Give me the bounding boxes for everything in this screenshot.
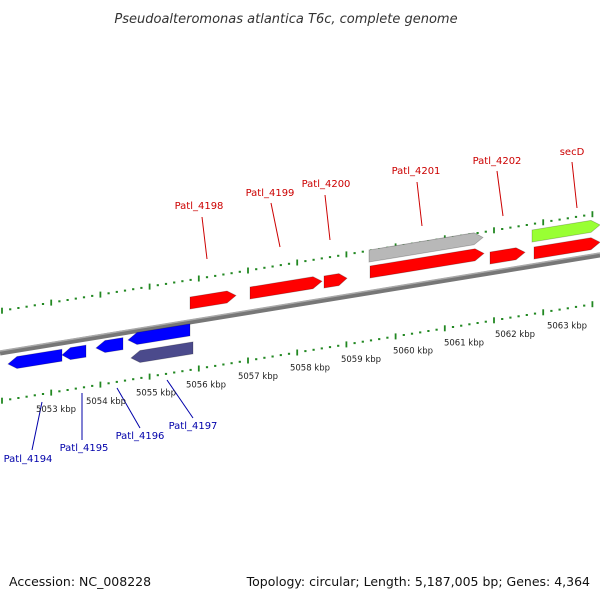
reverse-feature-patl-4197 [130,341,194,363]
forward-leader-line [571,161,578,209]
forward-gene-label: Patl_4199 [246,188,295,199]
reverse-gene-label: Patl_4194 [4,454,53,465]
scale-kbp-label: 5059 kbp [341,355,381,365]
forward-gene-patl-4199 [249,276,323,300]
genome-backbone-highlight [0,252,600,352]
reverse-gene-label: Patl_4195 [60,443,109,454]
reverse-gene-patl-4195 [61,344,87,361]
forward-leader-line [324,194,331,241]
scale-kbp-label: 5060 kbp [393,347,433,357]
reverse-gene-patl-4197 [127,323,191,345]
scale-kbp-label: 5058 kbp [290,364,330,374]
gene-features [7,219,600,369]
accession-text: Accession: NC_008228 [9,574,151,589]
forward-gene-secd [533,237,600,260]
scale-kbp-label: 5056 kbp [186,381,226,391]
genome-summary: Topology: circular; Length: 5,187,005 bp… [246,574,590,589]
scale-kbp-label: 5061 kbp [444,338,484,348]
reverse-leader-line [116,387,141,429]
forward-leader-line [201,216,208,260]
forward-gene-label: Patl_4201 [392,166,441,177]
scale-kbp-label: 5055 kbp [136,389,176,399]
scale-kbp-label: 5063 kbp [547,322,587,332]
forward-gene-patl-4201 [369,248,485,279]
scale-kbp-label: 5054 kbp [86,397,126,407]
forward-gene-label: Patl_4200 [302,179,351,190]
forward-leader-line [416,181,423,227]
forward-feature-highlight [531,219,600,243]
forward-gene-patl-4202 [489,247,526,265]
forward-gene-patl-4200 [323,273,348,289]
reverse-gene-label: Patl_4196 [116,431,165,442]
forward-leader-line [496,170,504,217]
reverse-gene-patl-4194 [7,348,63,369]
forward-gene-patl-4198 [189,290,237,310]
gene-callouts: Patl_4198 Patl_4199 Patl_4200 Patl_4201 Patl… [4,147,585,465]
scale-kbp-label: 5053 kbp [36,405,76,415]
reverse-gene-label: Patl_4197 [169,421,218,432]
reverse-gene-patl-4196 [95,337,124,353]
forward-leader-line [270,202,281,248]
reverse-leader-line [166,379,194,419]
genome-backbone [0,252,600,356]
tick-marks [1,211,594,404]
forward-gene-label: secD [560,147,585,158]
reverse-leader-line [31,401,43,451]
scale-labels: 5053 kbp 5054 kbp 5055 kbp 5056 kbp 5057 kbp… [36,322,587,416]
map-title: Pseudoalteromonas atlantica T6c, complet… [114,12,457,27]
forward-feature-grey [368,232,484,263]
scale-kbp-label: 5057 kbp [238,372,278,382]
scale-kbp-label: 5062 kbp [495,330,535,340]
forward-gene-label: Patl_4198 [175,201,224,212]
forward-gene-label: Patl_4202 [473,156,522,167]
